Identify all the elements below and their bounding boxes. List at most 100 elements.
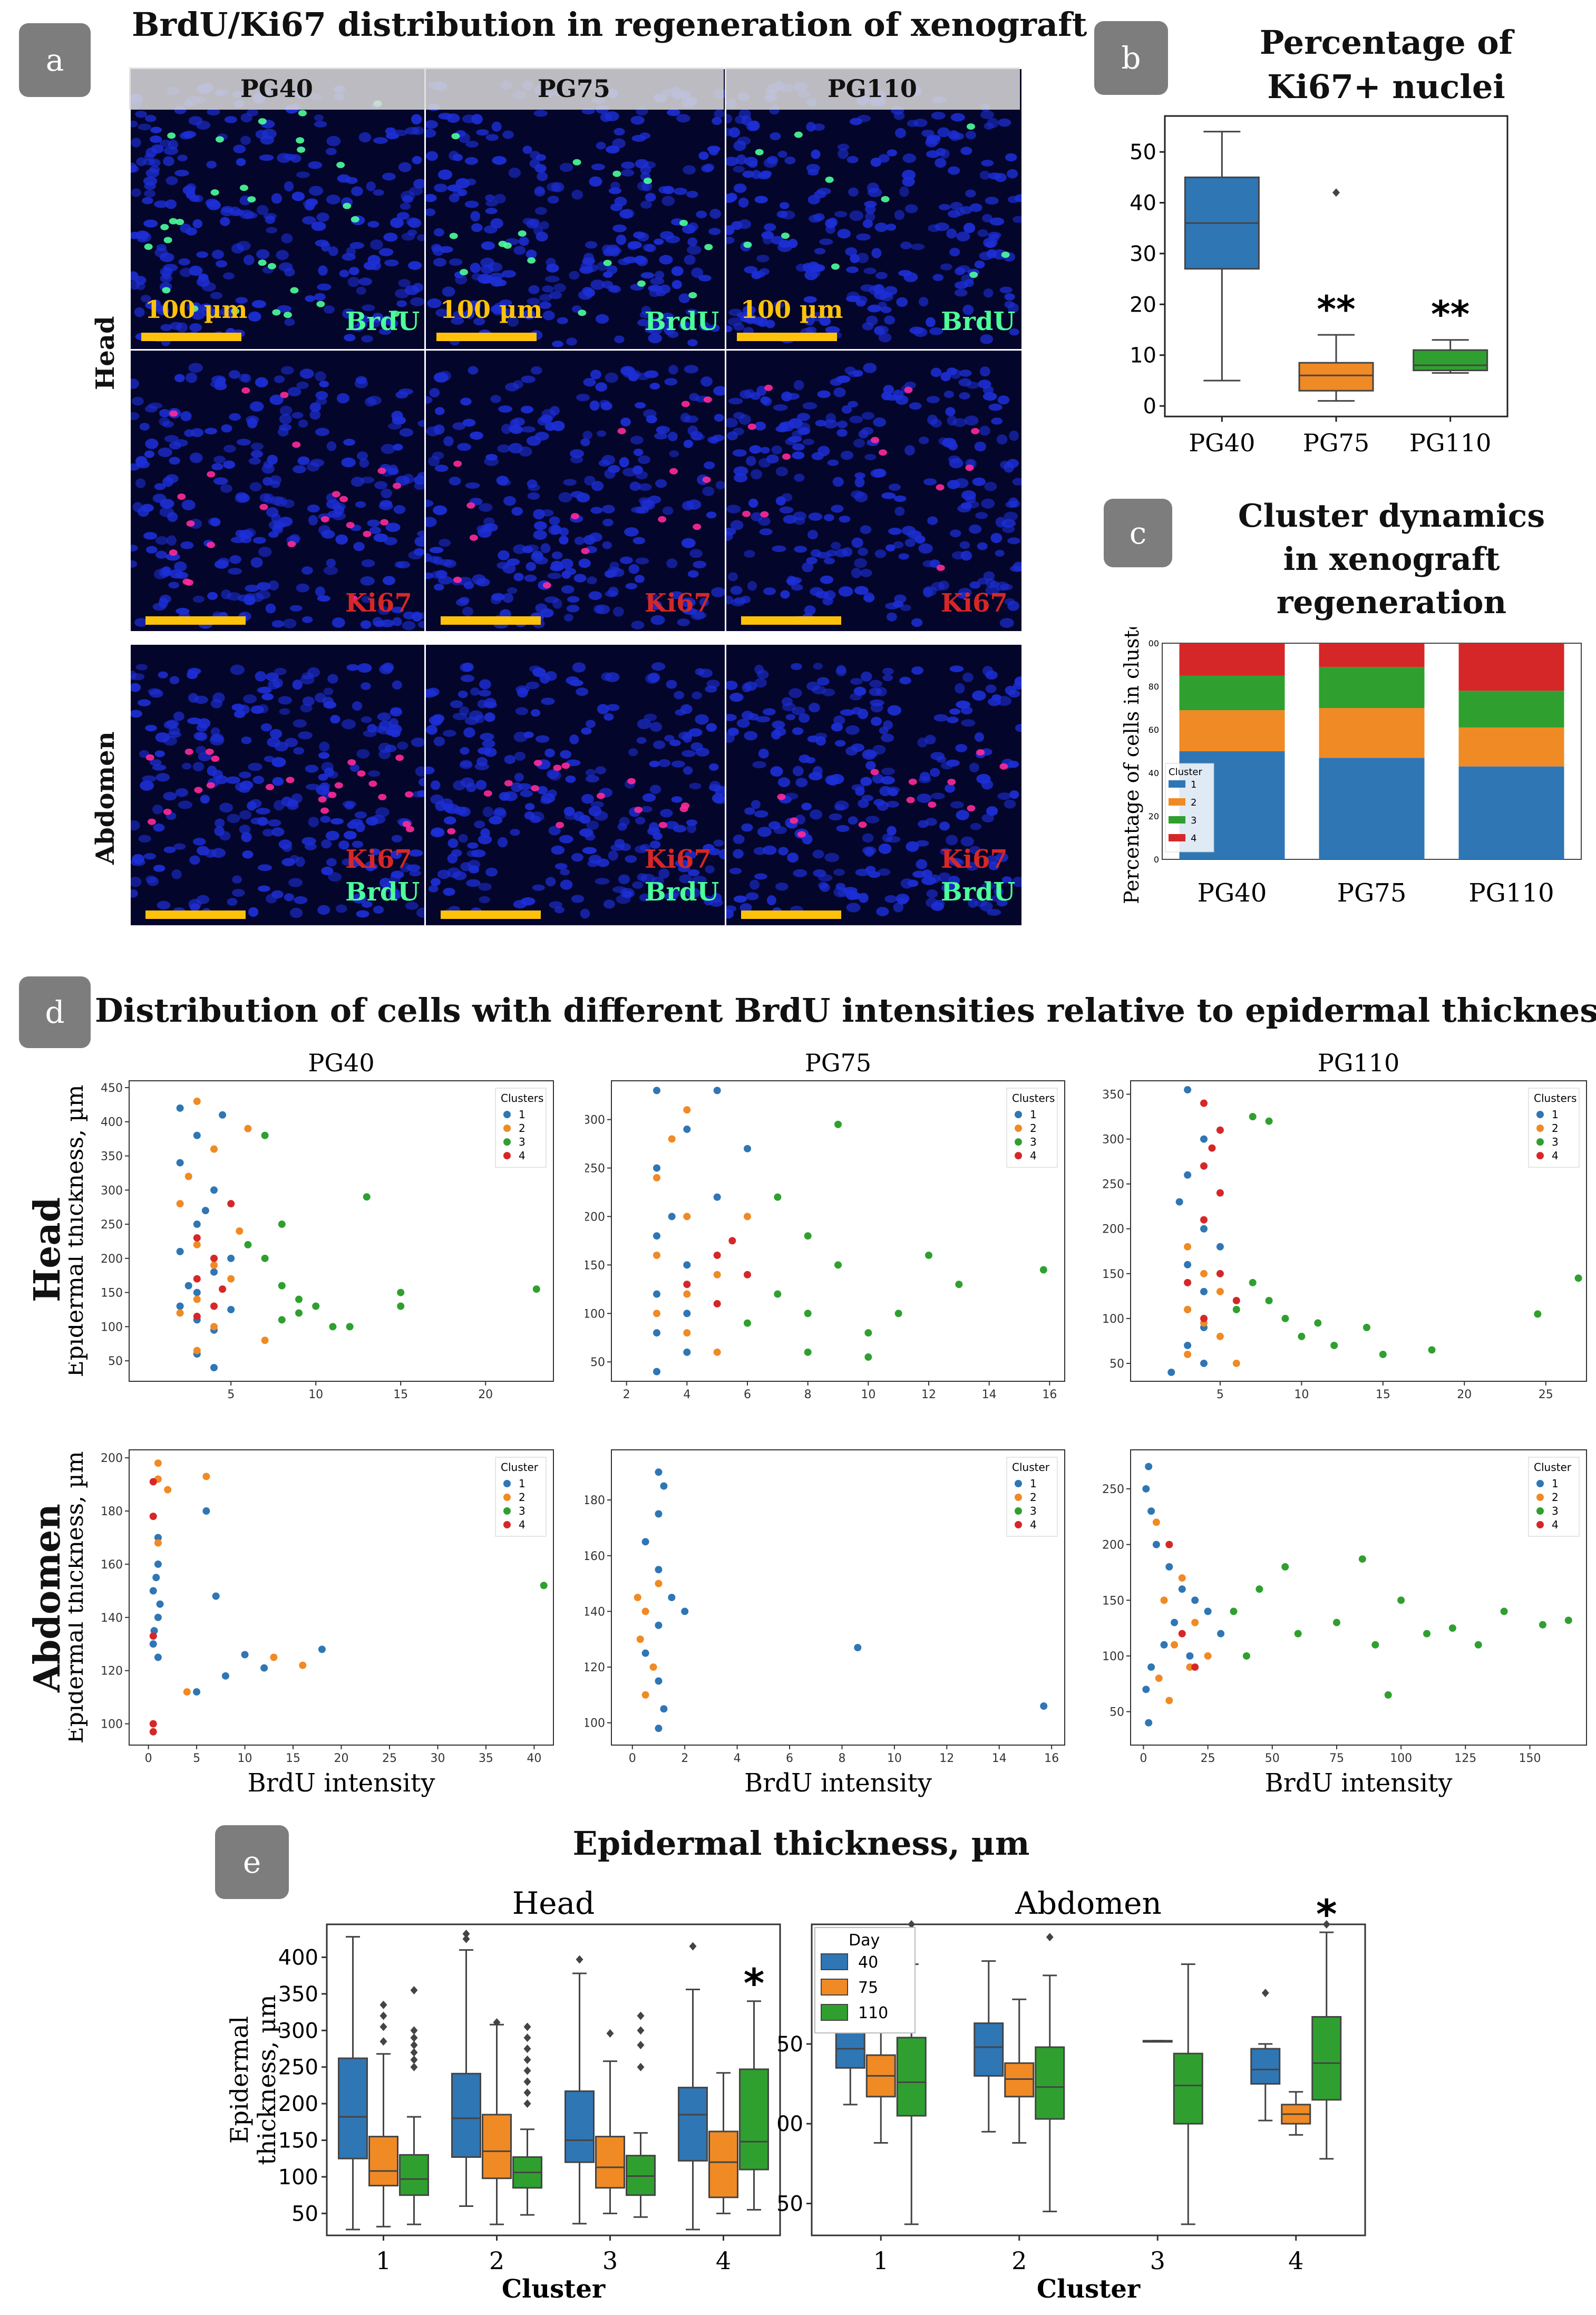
nucleus [382,315,393,325]
point-cluster-2 [154,1459,162,1467]
nucleus [413,179,426,189]
nucleus [610,181,620,190]
point-cluster-1 [1175,1198,1183,1206]
nucleus [307,504,320,513]
nucleus [180,411,192,421]
nucleus [548,770,561,781]
point-cluster-1 [176,1302,184,1310]
marker-label: Ki67 [345,845,412,874]
nucleus [502,130,514,139]
nucleus [474,820,485,829]
nucleus [479,503,493,512]
nucleus [250,705,264,714]
legend-label: 3 [1030,1136,1037,1148]
nucleus [940,848,951,856]
point-cluster-1 [1147,1507,1155,1515]
nucleus [336,393,350,404]
nucleus [510,829,520,836]
nucleus [373,726,386,733]
nucleus [143,853,156,860]
nucleus [443,816,456,825]
nucleus [457,443,472,451]
nucleus [744,550,755,558]
nucleus [979,170,990,180]
nucleus [399,428,414,437]
nucleus [778,847,789,856]
nucleus [762,845,777,855]
nucleus [271,757,286,768]
nucleus [931,582,945,592]
nucleus [165,474,179,483]
nucleus [703,844,715,852]
nucleus [946,835,958,846]
nucleus [836,420,848,429]
panel-d-row-abdomen: Abdomen [26,1504,69,1692]
ki67-nucleus [693,524,702,530]
ki67-nucleus [377,468,386,474]
nucleus [864,453,877,461]
point-cluster-1 [1167,1368,1175,1376]
nucleus [480,264,494,274]
nucleus [396,212,410,220]
x-axis-label: Cluster [502,2274,606,2304]
nucleus [949,248,960,257]
nucleus [900,241,912,250]
point-cluster-1 [854,1644,862,1652]
nucleus [986,855,998,865]
nucleus [985,585,1000,595]
nucleus [381,443,395,454]
nucleus [814,248,826,255]
nucleus [347,277,360,287]
nucleus [221,589,232,599]
ki67-nucleus [570,513,579,520]
point-cluster-2 [193,1347,201,1354]
nucleus [684,255,696,265]
nucleus [871,248,882,258]
nucleus [1007,303,1019,313]
point-cluster-1 [149,1640,157,1648]
nucleus [515,707,529,715]
nucleus [335,534,348,545]
nucleus [664,378,678,386]
brdu-nucleus [343,202,352,209]
y-tick-label: 150 [1102,1594,1124,1607]
nucleus [602,541,612,549]
nucleus [235,782,247,791]
nucleus [634,448,644,457]
nucleus [741,115,752,125]
nucleus [426,151,439,161]
brdu-nucleus [247,196,256,203]
point-cluster-2 [683,1290,691,1298]
nucleus [813,213,825,221]
nucleus [648,317,663,326]
nucleus [950,202,963,210]
nucleus [426,396,433,404]
nucleus [357,663,372,673]
point-cluster-3 [1249,1113,1257,1121]
ki67-nucleus [368,780,377,787]
nucleus [846,156,859,163]
nucleus [985,240,996,248]
nucleus [244,528,256,538]
nucleus [620,418,631,427]
ki67-nucleus [596,792,605,799]
nucleus [638,455,650,464]
nucleus [726,681,738,690]
legend-label: 1 [1030,1477,1037,1490]
nucleus [546,264,559,273]
scale-bar [741,616,841,625]
nucleus [754,678,767,688]
plot-frame [326,1923,781,2236]
nucleus [134,618,148,627]
legend-label: 2 [1030,1491,1037,1504]
nucleus [824,514,834,521]
legend-marker-cluster-4 [1015,1521,1022,1528]
nucleus [695,748,710,757]
scale-bar [737,333,837,341]
nucleus [815,732,828,740]
nucleus [576,492,590,503]
nucleus [565,775,576,783]
stack-segment-cluster-4 [1319,643,1425,667]
nucleus [917,738,928,748]
